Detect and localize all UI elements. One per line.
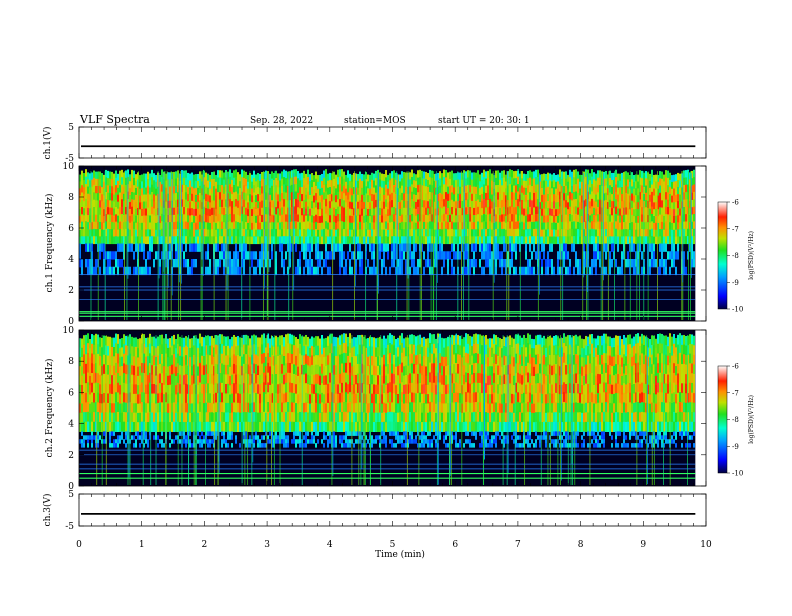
ch1-spectrogram-ytick-label: 4 [68,255,74,265]
ch3-waveform-ytick-label: -5 [65,522,74,532]
ch1-spectrogram-ytick-label: 2 [68,286,74,296]
ch1-spectrogram-colorbar-tick: -6 [732,199,739,207]
ch2-spectrogram-ytick-label: 4 [68,420,74,430]
ch2-spectrogram-ytick-label: 2 [68,451,74,461]
ch2-spectrogram-ylabel: ch.2 Frequency (kHz) [44,359,55,458]
header-date: Sep. 28, 2022 [250,116,313,126]
time-axis-tick-label: 9 [640,540,646,550]
time-axis-tick-label: 2 [202,540,208,550]
time-axis-tick-label: 5 [390,540,396,550]
ch1-waveform-ylabel: ch.1(V) [42,127,53,160]
ch1-spectrogram-ytick-label: 6 [68,224,74,234]
time-axis-tick-label: 8 [578,540,584,550]
ch2-colorbar: -6 -7 -8 -9 -10 log(PSD)(V²/Hz) [718,363,755,478]
ch1-waveform-panel: 5-5 ch.1(V) [42,123,706,164]
ch3-waveform-ytick-label: 5 [68,490,74,500]
ch1-spectrogram-ytick-label: 8 [68,193,74,203]
time-axis: 0 1 2 3 4 5 6 7 8 9 10 [76,540,712,550]
time-axis-tick-label: 1 [139,540,145,550]
time-axis-tick-label: 3 [264,540,270,550]
time-axis-tick-label: 0 [76,540,82,550]
ch2-spectrogram-ytick-label: 8 [68,357,74,367]
ch1-spectrogram-colorbar-tick: -8 [732,252,739,260]
ch2-spectrogram-colorbar-scale [718,366,727,473]
ch1-spectrogram-colorbar-tick: -7 [732,225,739,233]
ch1-waveform-ytick-label: 5 [68,123,74,133]
ch2-spectrogram-colorbar-tick: -6 [732,363,739,371]
ch2-spectrogram-colorbar-label: log(PSD)(V²/Hz) [748,395,755,444]
figure-title: VLF Spectra [79,113,150,126]
ch2-spectrogram-colorbar-tick: -10 [732,470,743,478]
time-axis-tick-label: 6 [452,540,458,550]
time-axis-label: Time (min) [375,549,425,560]
ch2-spectrogram-ytick-label: 6 [68,388,74,398]
ch1-colorbar: -6 -7 -8 -9 -10 log(PSD)(V²/Hz) [718,199,755,314]
ch1-spectrogram-ylabel: ch.1 Frequency (kHz) [44,194,55,293]
time-axis-tick-label: 7 [515,540,521,550]
ch3-waveform-panel: 5 -5 ch.3(V) [42,490,706,532]
header-station: station=MOS [344,116,406,126]
time-axis-tick-label: 4 [327,540,333,550]
time-axis-tick-label: 10 [700,540,712,550]
ch2-spectrogram-colorbar-tick: -9 [732,443,739,451]
ch1-spectrogram-colorbar-scale [718,202,727,309]
ch2-spectrogram-ytick-label: 10 [63,326,75,336]
ch1-spectrogram-ytick-label: 10 [63,162,75,172]
ch2-spectrogram-colorbar-tick: -7 [732,389,739,397]
ch2-spectrogram-colorbar-tick: -8 [732,416,739,424]
header-start-time: start UT = 20: 30: 1 [438,116,530,126]
ch1-spectrogram-colorbar-tick: -10 [732,306,743,314]
ch3-waveform-ylabel: ch.3(V) [42,494,53,527]
ch1-spectrogram-colorbar-tick: -9 [732,279,739,287]
ch1-spectrogram-colorbar-label: log(PSD)(V²/Hz) [748,231,755,280]
